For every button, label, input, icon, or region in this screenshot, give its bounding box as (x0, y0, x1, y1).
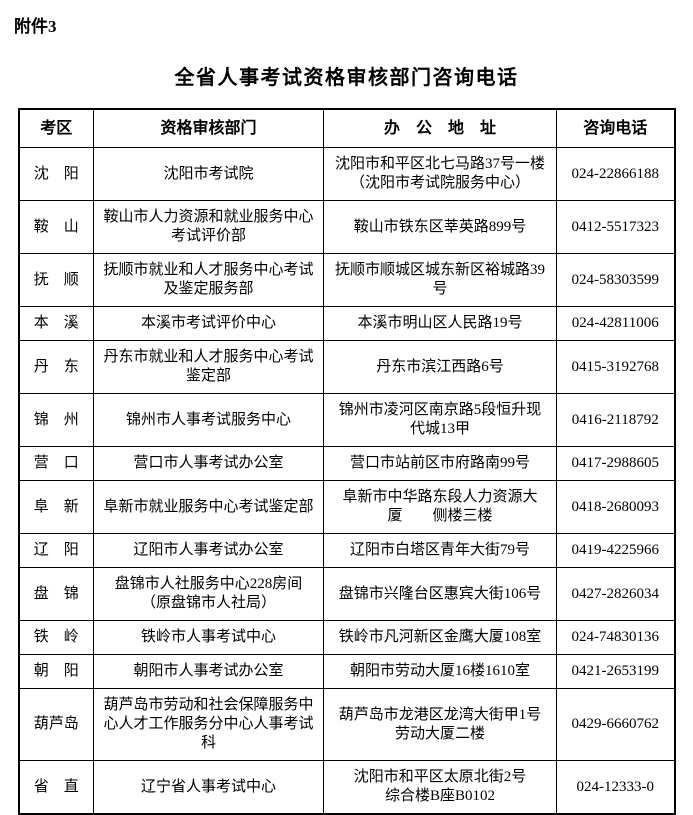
attachment-label: 附件3 (14, 17, 57, 36)
cell-phone: 024-74830136 (556, 620, 675, 655)
column-header-region: 考区 (18, 108, 94, 148)
table-row: 阜 新阜新市就业服务中心考试鉴定部 阜新市中华路东段人力资源大 厦 侧楼三楼 041… (18, 480, 675, 534)
cell-region: 营 口 (18, 446, 94, 481)
cell-phone: 0412-5517323 (556, 200, 675, 254)
table-header-row: 考区 资格审核部门 办 公 地 址 咨询电话 (18, 108, 675, 148)
cell-phone: 0429-6660762 (556, 688, 675, 761)
cell-phone: 024-58303599 (556, 253, 675, 307)
cell-address: 辽阳市白塔区青年大街79号 (323, 533, 557, 568)
cell-phone: 0418-2680093 (556, 480, 675, 534)
table-row: 朝 阳朝阳市人事考试办公室 朝阳市劳动大厦16楼1610室 0421-2653199 (18, 654, 675, 689)
cell-department: 抚顺市就业和人才服务中心考试 及鉴定服务部 (93, 253, 324, 307)
cell-phone: 0417-2988605 (556, 446, 675, 481)
cell-department: 丹东市就业和人才服务中心考试 鉴定部 (93, 340, 324, 394)
cell-phone: 0419-4225966 (556, 533, 675, 568)
cell-department: 朝阳市人事考试办公室 (93, 654, 324, 689)
table-row: 营 口营口市人事考试办公室 营口市站前区市府路南99号 0417-2988605 (18, 446, 675, 481)
cell-region: 本 溪 (18, 306, 94, 341)
cell-region: 朝 阳 (18, 654, 94, 689)
cell-region: 盘 锦 (18, 567, 94, 621)
cell-department: 盘锦市人社服务中心228房间 （原盘锦市人社局） (93, 567, 324, 621)
table-row: 沈 阳沈阳市考试院 沈阳市和平区北七马路37号一楼 （沈阳市考试院服务中心） 024… (18, 147, 675, 201)
table-row: 铁 岭铁岭市人事考试中心 铁岭市凡河新区金鹰大厦108室 024-74830136 (18, 620, 675, 655)
cell-phone: 0416-2118792 (556, 393, 675, 447)
cell-department: 铁岭市人事考试中心 (93, 620, 324, 655)
table-row: 省 直辽宁省人事考试中心 沈阳市和平区太原北街2号 综合楼B座B0102 024-1… (18, 760, 675, 815)
table-row: 丹 东丹东市就业和人才服务中心考试 鉴定部 丹东市滨江西路6号 0415-31927… (18, 340, 675, 394)
cell-department: 辽阳市人事考试办公室 (93, 533, 324, 568)
cell-department: 阜新市就业服务中心考试鉴定部 (93, 480, 324, 534)
cell-address: 朝阳市劳动大厦16楼1610室 (323, 654, 557, 689)
column-header-phone: 咨询电话 (556, 108, 675, 148)
cell-address: 丹东市滨江西路6号 (323, 340, 557, 394)
cell-phone: 0427-2826034 (556, 567, 675, 621)
cell-region: 阜 新 (18, 480, 94, 534)
table-row: 盘 锦盘锦市人社服务中心228房间 （原盘锦市人社局） 盘锦市兴隆台区惠宾大街10… (18, 567, 675, 621)
cell-region: 葫芦岛 (18, 688, 94, 761)
cell-phone: 024-42811006 (556, 306, 675, 341)
cell-address: 盘锦市兴隆台区惠宾大街106号 (323, 567, 557, 621)
cell-address: 铁岭市凡河新区金鹰大厦108室 (323, 620, 557, 655)
cell-region: 辽 阳 (18, 533, 94, 568)
cell-region: 铁 岭 (18, 620, 94, 655)
table-row: 辽 阳辽阳市人事考试办公室 辽阳市白塔区青年大街79号 0419-4225966 (18, 533, 675, 568)
cell-department: 营口市人事考试办公室 (93, 446, 324, 481)
cell-address: 营口市站前区市府路南99号 (323, 446, 557, 481)
cell-address: 鞍山市铁东区莘英路899号 (323, 200, 557, 254)
cell-address: 抚顺市顺城区城东新区裕城路39 号 (323, 253, 557, 307)
cell-region: 省 直 (18, 760, 94, 815)
cell-phone: 024-12333-0 (556, 760, 675, 815)
table-body: 沈 阳沈阳市考试院 沈阳市和平区北七马路37号一楼 （沈阳市考试院服务中心） 024… (18, 147, 675, 815)
cell-phone: 024-22866188 (556, 147, 675, 201)
cell-region: 沈 阳 (18, 147, 94, 201)
cell-department: 辽宁省人事考试中心 (93, 760, 324, 815)
cell-region: 鞍 山 (18, 200, 94, 254)
table-row: 鞍 山鞍山市人力资源和就业服务中心 考试评价部 鞍山市铁东区莘英路899号 0412… (18, 200, 675, 254)
contact-table: 考区 资格审核部门 办 公 地 址 咨询电话 沈 阳沈阳市考试院 沈阳市和平区北七… (17, 108, 676, 815)
document-page: 附件3 全省人事考试资格审核部门咨询电话 考区 资格审核部门 办 公 地 址 咨… (14, 17, 676, 815)
cell-address: 沈阳市和平区太原北街2号 综合楼B座B0102 (323, 760, 557, 815)
cell-department: 本溪市考试评价中心 (93, 306, 324, 341)
column-header-address: 办 公 地 址 (323, 108, 557, 148)
page-title: 全省人事考试资格审核部门咨询电话 (174, 67, 519, 89)
table-row: 锦 州锦州市人事考试服务中心 锦州市凌河区南京路5段恒升现 代城13甲 0416-2… (18, 393, 675, 447)
cell-address: 阜新市中华路东段人力资源大 厦 侧楼三楼 (323, 480, 557, 534)
cell-address: 本溪市明山区人民路19号 (323, 306, 557, 341)
cell-region: 抚 顺 (18, 253, 94, 307)
cell-department: 鞍山市人力资源和就业服务中心 考试评价部 (93, 200, 324, 254)
cell-address: 沈阳市和平区北七马路37号一楼 （沈阳市考试院服务中心） (323, 147, 557, 201)
cell-region: 锦 州 (18, 393, 94, 447)
cell-phone: 0421-2653199 (556, 654, 675, 689)
cell-region: 丹 东 (18, 340, 94, 394)
cell-address: 葫芦岛市龙港区龙湾大街甲1号 劳动大厦二楼 (323, 688, 557, 761)
table-row: 本 溪本溪市考试评价中心 本溪市明山区人民路19号 024-42811006 (18, 306, 675, 341)
cell-department: 葫芦岛市劳动和社会保障服务中 心人才工作服务分中心人事考试 科 (93, 688, 324, 761)
cell-phone: 0415-3192768 (556, 340, 675, 394)
cell-address: 锦州市凌河区南京路5段恒升现 代城13甲 (323, 393, 557, 447)
table-row: 葫芦岛 葫芦岛市劳动和社会保障服务中 心人才工作服务分中心人事考试 科葫芦岛市龙港… (18, 688, 675, 761)
column-header-department: 资格审核部门 (93, 108, 324, 148)
cell-department: 沈阳市考试院 (93, 147, 324, 201)
table-row: 抚 顺抚顺市就业和人才服务中心考试 及鉴定服务部 抚顺市顺城区城东新区裕城路39 … (18, 253, 675, 307)
cell-department: 锦州市人事考试服务中心 (93, 393, 324, 447)
table-header: 考区 资格审核部门 办 公 地 址 咨询电话 (18, 108, 675, 148)
